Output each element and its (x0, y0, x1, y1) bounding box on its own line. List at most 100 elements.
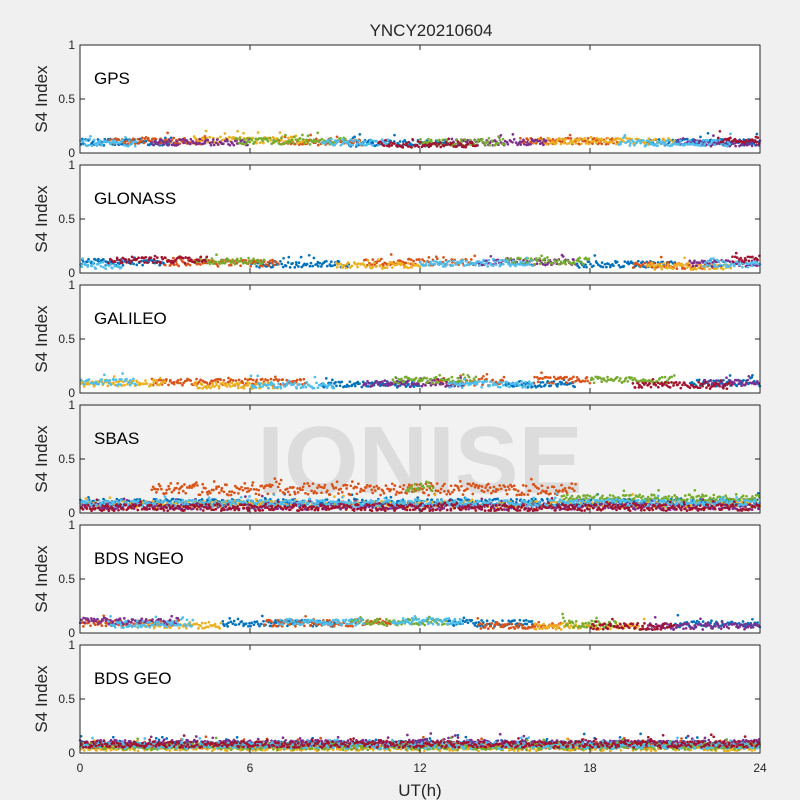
data-point (471, 492, 475, 496)
data-point (446, 142, 450, 146)
data-point (320, 137, 324, 141)
data-point (756, 136, 760, 139)
data-point (605, 265, 608, 269)
data-point (709, 260, 713, 263)
data-point (512, 138, 516, 141)
data-point (635, 141, 639, 144)
data-point (521, 263, 525, 267)
data-point (392, 487, 396, 491)
data-point (198, 386, 201, 390)
data-point (281, 382, 285, 385)
data-point (460, 484, 463, 488)
data-point (85, 260, 89, 263)
data-point (485, 377, 488, 381)
data-point (471, 144, 475, 148)
data-point (659, 255, 663, 259)
data-point (101, 382, 105, 386)
data-point (266, 383, 270, 387)
data-point (741, 265, 744, 269)
data-point (416, 140, 420, 143)
data-point (427, 256, 431, 259)
data-point (284, 264, 288, 268)
data-point (559, 140, 563, 144)
data-point (166, 140, 169, 143)
data-point (447, 259, 451, 263)
data-point (233, 491, 236, 495)
data-point (589, 135, 593, 139)
data-point (389, 383, 392, 387)
data-point (630, 376, 633, 380)
data-point (305, 380, 309, 384)
data-point (536, 259, 539, 263)
data-point (301, 385, 305, 389)
data-point (328, 493, 332, 496)
data-point (301, 133, 304, 137)
data-point (526, 493, 530, 496)
data-point (520, 491, 524, 495)
data-point (503, 485, 507, 489)
data-point (510, 262, 514, 266)
data-point (573, 262, 577, 265)
data-point (475, 484, 479, 487)
data-point (459, 138, 463, 141)
data-point (538, 262, 542, 266)
data-point (666, 143, 670, 147)
data-point (671, 267, 675, 271)
data-point (536, 380, 540, 384)
data-point (292, 135, 296, 139)
data-point (395, 490, 399, 494)
data-point (326, 489, 329, 492)
data-point (594, 375, 598, 379)
data-point (216, 143, 220, 146)
data-point (143, 261, 146, 264)
data-point (592, 137, 596, 140)
data-point (140, 136, 144, 140)
data-point (177, 491, 181, 495)
data-point (734, 144, 737, 148)
data-point (425, 260, 429, 264)
data-point (280, 136, 283, 140)
data-point (459, 376, 462, 380)
data-point (335, 384, 338, 388)
data-point (280, 262, 284, 266)
data-point (294, 134, 298, 138)
data-point (715, 379, 718, 382)
data-point (734, 251, 738, 255)
data-point (201, 482, 205, 486)
data-point (114, 383, 118, 387)
data-point (183, 483, 186, 486)
data-point (518, 263, 522, 266)
data-point (685, 137, 689, 141)
data-point (489, 491, 493, 495)
data-point (383, 379, 387, 382)
data-point (371, 265, 374, 269)
data-point (490, 140, 494, 144)
data-point (473, 139, 477, 142)
data-point (389, 488, 393, 491)
data-point (251, 378, 255, 382)
data-point (250, 484, 254, 487)
data-point (514, 488, 517, 491)
data-point (698, 386, 702, 390)
data-point (167, 484, 170, 488)
data-point (402, 142, 405, 146)
data-point (250, 259, 253, 262)
data-point (435, 144, 439, 148)
data-point (487, 258, 491, 262)
data-point (653, 268, 657, 271)
data-point (600, 142, 604, 146)
data-point (376, 258, 380, 262)
data-point (242, 131, 245, 135)
data-point (531, 264, 534, 268)
data-point (556, 382, 560, 386)
data-point (80, 137, 84, 141)
data-point (195, 384, 199, 388)
data-point (358, 490, 362, 493)
data-point (332, 386, 336, 390)
data-point (333, 143, 337, 147)
data-point (486, 489, 490, 492)
data-point (745, 381, 748, 385)
data-point (528, 489, 532, 493)
data-point (714, 139, 718, 143)
data-point (110, 266, 114, 270)
